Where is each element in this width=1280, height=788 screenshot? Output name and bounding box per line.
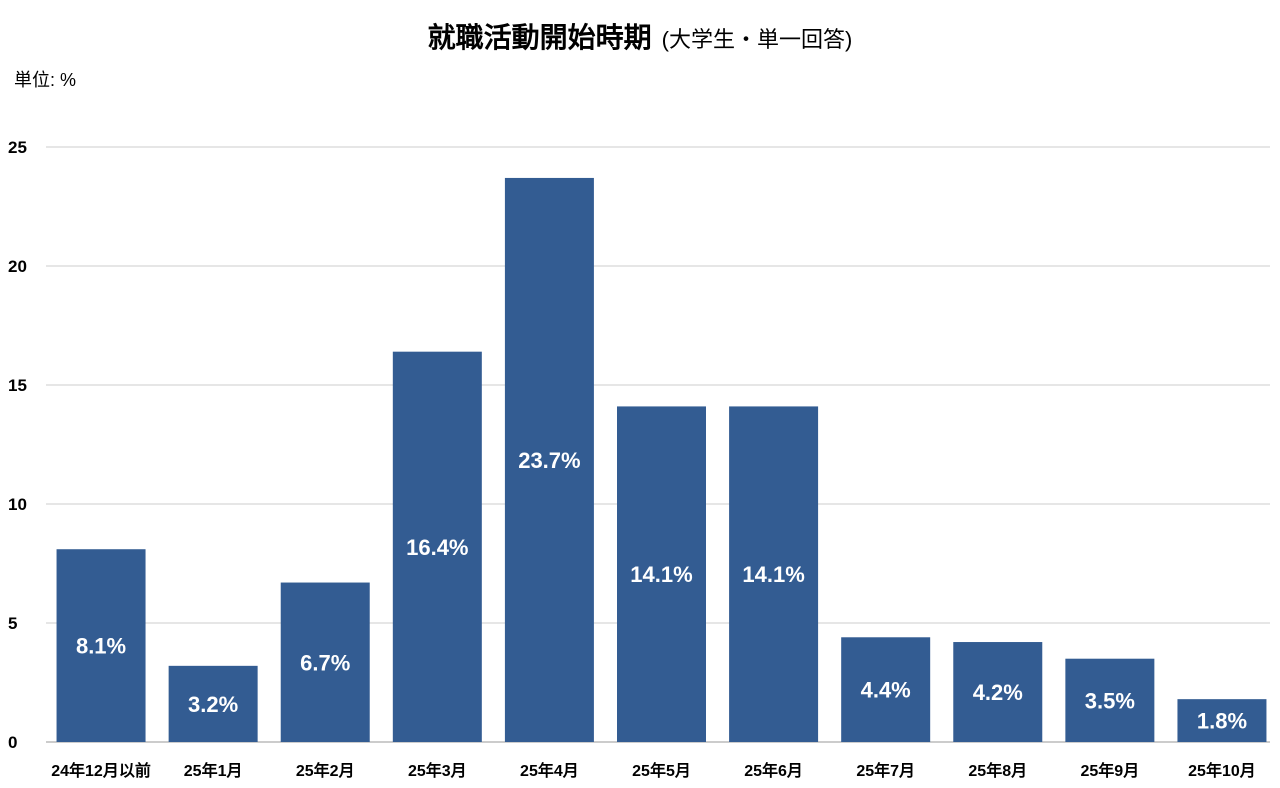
x-tick-label: 25年5月 xyxy=(632,761,691,780)
bar-value-label: 3.2% xyxy=(188,692,238,717)
x-tick-label: 25年2月 xyxy=(296,761,355,780)
bar xyxy=(56,549,146,742)
unit-label: 単位: % xyxy=(14,70,77,90)
y-tick-label: 25 xyxy=(8,138,27,157)
bar xyxy=(1065,658,1155,742)
bar xyxy=(504,177,594,742)
bar-value-label: 14.1% xyxy=(742,562,804,587)
x-tick-label: 25年6月 xyxy=(744,761,803,780)
bar xyxy=(729,406,819,742)
bar xyxy=(168,665,258,742)
x-tick-label: 25年8月 xyxy=(968,761,1027,780)
y-axis-tick-labels: 0 5 10 15 20 25 xyxy=(8,138,27,752)
y-tick-label: 15 xyxy=(8,376,27,395)
chart-title-row: 就職活動開始時期 (大学生・単一回答) xyxy=(0,16,1280,56)
y-tick-label: 0 xyxy=(8,733,17,752)
bar xyxy=(1177,699,1267,742)
bars xyxy=(56,177,1267,742)
bar xyxy=(392,351,482,742)
bar-value-label: 6.7% xyxy=(300,650,350,675)
x-tick-label: 25年4月 xyxy=(520,761,579,780)
x-tick-label: 24年12月以前 xyxy=(51,761,151,780)
bar-value-label: 16.4% xyxy=(406,535,468,560)
y-tick-label: 5 xyxy=(8,614,17,633)
x-tick-label: 25年7月 xyxy=(856,761,915,780)
bar xyxy=(953,642,1043,742)
bar-value-label: 4.4% xyxy=(861,678,911,703)
x-tick-label: 25年9月 xyxy=(1081,761,1140,780)
chart-subtitle: (大学生・単一回答) xyxy=(661,27,853,52)
bar-value-labels: 8.1% 3.2% 6.7% 16.4% 23.7% 14.1% 14.1% 4.4% 4.2%… xyxy=(76,448,1247,734)
y-tick-label: 20 xyxy=(8,257,27,276)
bar-value-label: 23.7% xyxy=(518,448,580,473)
bar xyxy=(280,582,370,742)
bar xyxy=(841,637,931,742)
bar-value-label: 1.8% xyxy=(1197,709,1247,734)
bar-value-label: 8.1% xyxy=(76,634,126,659)
y-tick-label: 10 xyxy=(8,495,27,514)
bar-value-label: 4.2% xyxy=(973,680,1023,705)
bar-value-label: 3.5% xyxy=(1085,688,1135,713)
chart-title: 就職活動開始時期 xyxy=(427,22,652,53)
bar-value-label: 14.1% xyxy=(630,562,692,587)
bar xyxy=(617,406,706,742)
x-tick-label: 25年10月 xyxy=(1188,761,1256,780)
x-axis-tick-labels: 24年12月以前 25年1月 25年2月 25年3月 25年4月 25年5月 25年6月 25… xyxy=(51,761,1256,780)
x-tick-label: 25年3月 xyxy=(408,761,467,780)
x-tick-label: 25年1月 xyxy=(184,761,243,780)
